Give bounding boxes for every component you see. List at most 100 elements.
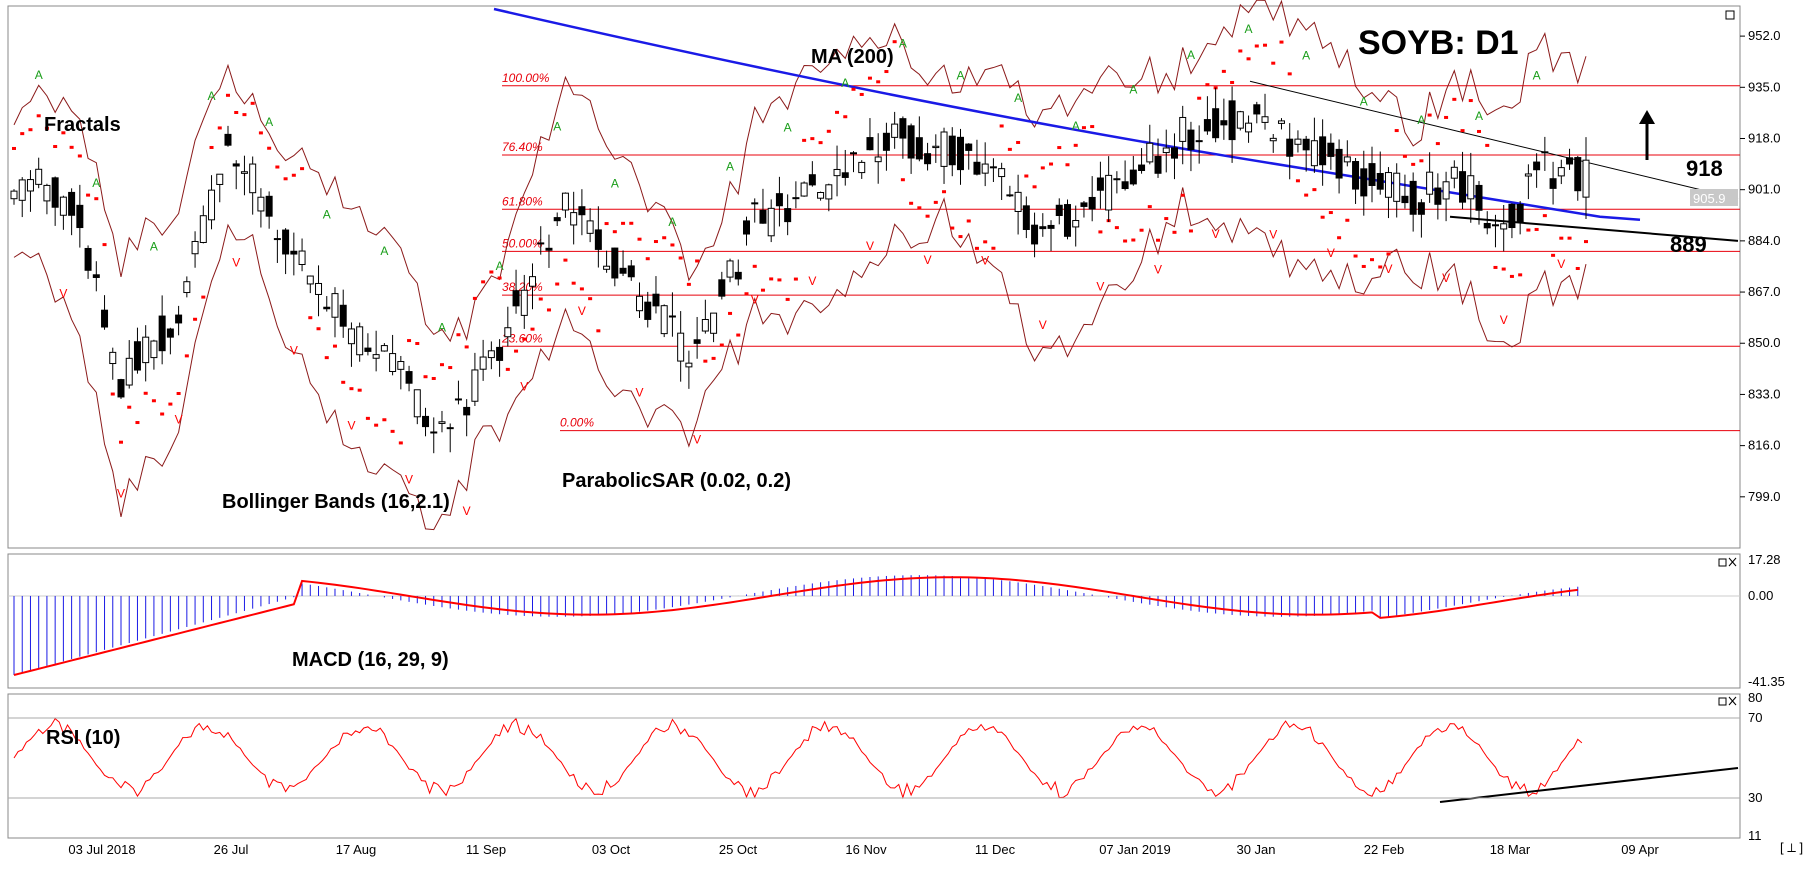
- sar-dot: [933, 200, 938, 204]
- candle-body: [1302, 138, 1310, 151]
- sar-dot: [826, 129, 831, 133]
- candle-body: [101, 309, 109, 328]
- sar-dot: [1065, 163, 1070, 167]
- sar-dot: [1205, 83, 1210, 87]
- rsi-line: [13, 717, 1583, 800]
- candle-body: [199, 215, 207, 243]
- sar-dot: [1073, 143, 1078, 147]
- candle-body: [701, 319, 709, 332]
- candle-body: [1475, 184, 1483, 211]
- fractal-up: A: [1014, 91, 1022, 105]
- support-level-label: 889: [1670, 232, 1707, 257]
- footer-icon[interactable]: [ ⟂ ]: [1780, 840, 1803, 855]
- sar-dot: [1551, 253, 1556, 257]
- sar-dot: [629, 221, 634, 225]
- fib-level-label: 0.00%: [560, 416, 594, 430]
- sar-dot: [1098, 230, 1103, 234]
- sar-dot: [143, 391, 148, 395]
- candle-body: [504, 327, 512, 338]
- sar-dot: [36, 114, 41, 118]
- y-tick-label: 850.0: [1748, 335, 1781, 350]
- sar-dot: [555, 282, 560, 286]
- candle-body: [1220, 120, 1228, 126]
- rsi-close-icon[interactable]: [1728, 696, 1737, 706]
- candle-body: [372, 354, 380, 359]
- candle-body: [158, 315, 166, 352]
- sar-dot: [1345, 218, 1350, 222]
- sar-dot: [1057, 146, 1062, 150]
- fractal-up: A: [1245, 22, 1253, 36]
- restore-icon[interactable]: [1725, 10, 1735, 20]
- candle-body: [627, 265, 635, 278]
- candle-body: [512, 290, 520, 307]
- candle-body: [1541, 151, 1549, 154]
- sar-dot: [184, 354, 189, 358]
- sar-dot: [999, 124, 1004, 128]
- candle-body: [529, 276, 537, 287]
- rsi-restore-icon[interactable]: [1718, 697, 1727, 706]
- bollinger-label: Bollinger Bands (16,2.1): [222, 491, 450, 513]
- macd-restore-icon[interactable]: [1718, 558, 1727, 567]
- candle-body: [841, 172, 849, 178]
- sar-dot: [77, 154, 82, 158]
- x-date-label: 03 Jul 2018: [68, 842, 135, 857]
- sar-dot: [1575, 266, 1580, 270]
- sar-dot: [695, 259, 700, 263]
- fractal-up: A: [1302, 49, 1310, 63]
- candle-body: [619, 267, 627, 274]
- sar-dot: [859, 92, 864, 96]
- rsi-label: RSI (10): [46, 727, 120, 749]
- sar-dot: [1337, 236, 1342, 240]
- fractal-down: V: [1557, 257, 1565, 271]
- sar-dot: [760, 288, 765, 292]
- sar-dot: [728, 311, 733, 315]
- candle-body: [833, 168, 841, 177]
- sar-dot: [415, 342, 420, 346]
- x-date-label: 26 Jul: [214, 842, 249, 857]
- fractal-up: A: [323, 207, 331, 221]
- candle-body: [989, 166, 997, 169]
- macd-tick-label: 17.28: [1748, 552, 1781, 567]
- trendline-lower: [1449, 215, 1739, 242]
- x-date-label: 03 Oct: [592, 842, 631, 857]
- sar-dot: [1353, 254, 1358, 258]
- fractal-up: A: [1475, 109, 1483, 123]
- candle-body: [125, 357, 133, 386]
- candle-body: [710, 312, 718, 334]
- sar-dot: [1361, 264, 1366, 268]
- sar-dot: [497, 276, 502, 280]
- candle-body: [817, 192, 825, 199]
- sar-dot: [802, 138, 807, 142]
- candle-body: [397, 361, 405, 370]
- macd-close-icon[interactable]: [1728, 557, 1737, 567]
- fib-level-label: 76.40%: [502, 140, 543, 154]
- candle-body: [430, 431, 438, 434]
- fractal-down: V: [924, 253, 932, 267]
- x-date-label: 07 Jan 2019: [1099, 842, 1171, 857]
- bollinger-lower: [13, 187, 1587, 531]
- candle-body: [1179, 116, 1187, 142]
- candle-body: [1491, 224, 1499, 227]
- macd-signal-line: [13, 576, 1578, 676]
- candle-body: [1006, 194, 1014, 197]
- fractal-down: V: [1500, 313, 1508, 327]
- sar-dot: [1180, 193, 1185, 197]
- sar-dot: [793, 277, 798, 281]
- sar-dot: [332, 344, 337, 348]
- x-date-label: 18 Mar: [1490, 842, 1531, 857]
- sar-dot: [835, 110, 840, 114]
- candle-body: [356, 326, 364, 356]
- fractal-down: V: [1039, 318, 1047, 332]
- fib-level-label: 100.00%: [502, 71, 550, 85]
- candle-body: [454, 398, 462, 401]
- fractal-up: A: [1187, 48, 1195, 62]
- sar-dot: [472, 296, 477, 300]
- candle-body: [339, 304, 347, 327]
- fractal-up: A: [784, 120, 792, 134]
- fractal-up: A: [380, 244, 388, 258]
- sar-dot: [1559, 236, 1564, 240]
- candle-body: [767, 207, 775, 237]
- candle-body: [1516, 203, 1524, 223]
- fractal-up: A: [438, 320, 446, 334]
